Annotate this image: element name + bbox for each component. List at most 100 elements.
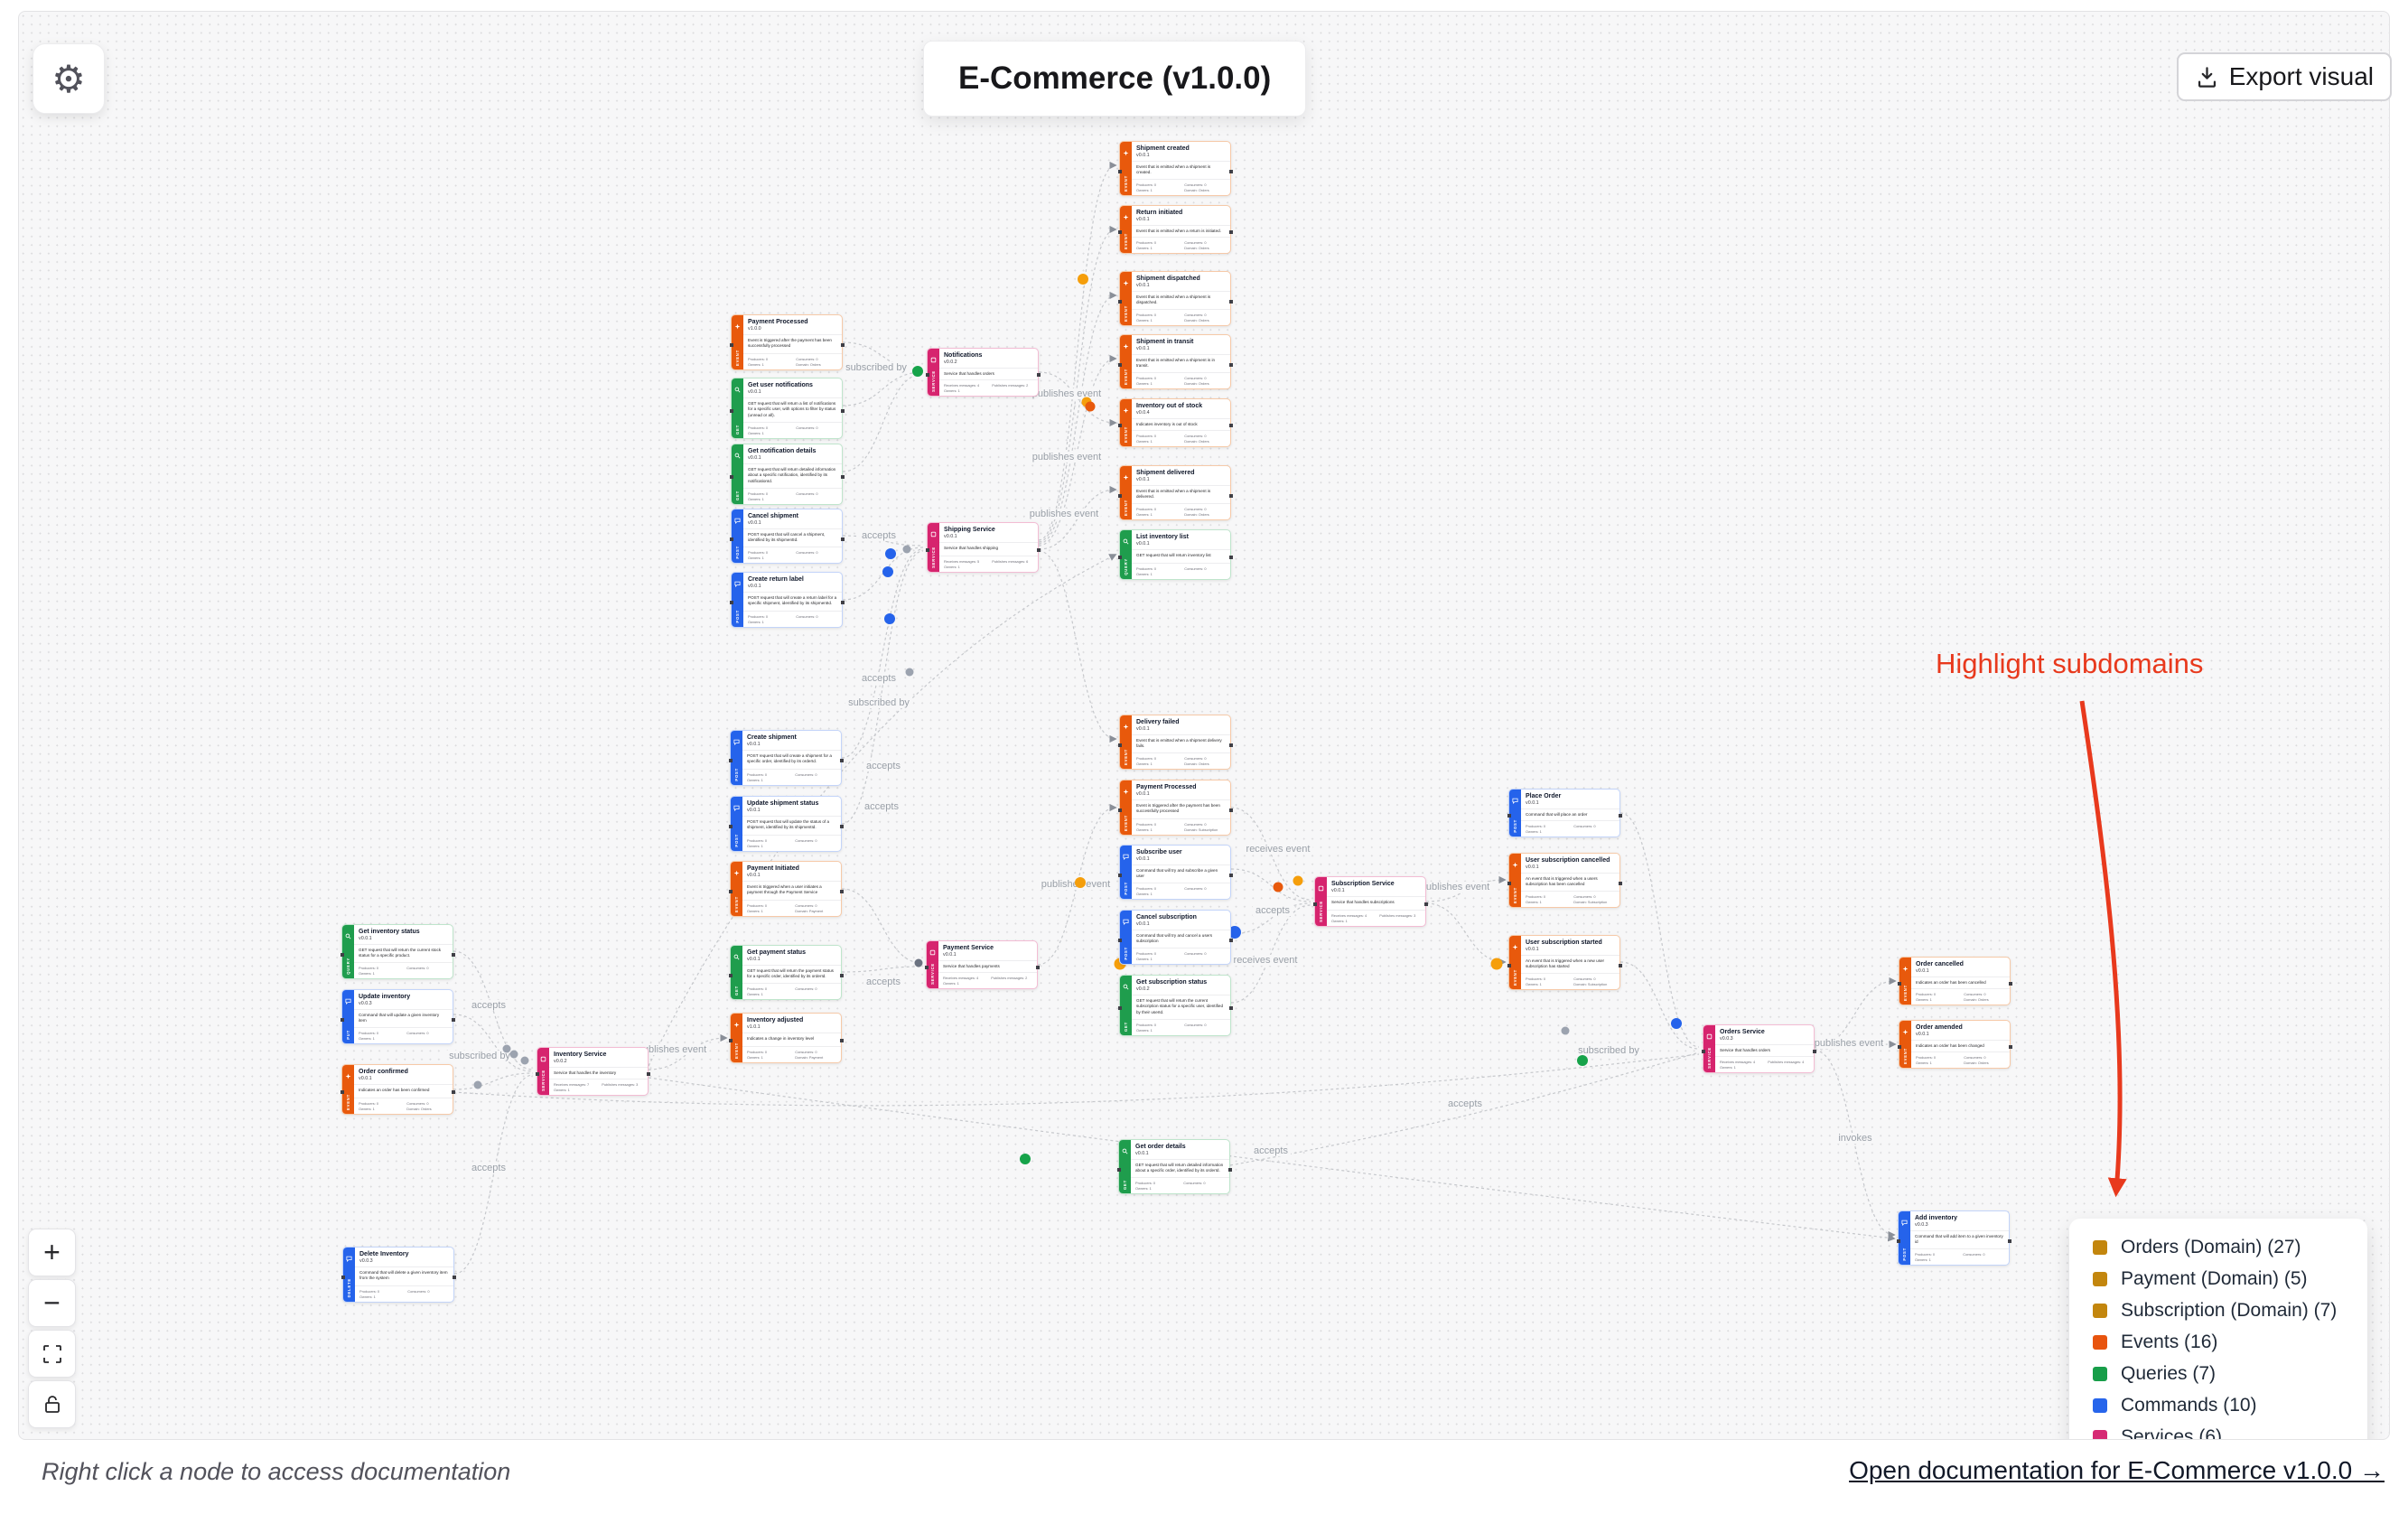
legend-swatch	[2093, 1334, 2107, 1350]
node-type-sidebar: SERVICE	[927, 941, 938, 989]
node-meta-item: Producers: 0	[1136, 375, 1157, 380]
node-meta: Producers: 0 Consumers: 0 Owners: 1	[743, 489, 842, 504]
node-meta-item: Owners: 1	[359, 1035, 375, 1041]
node-type-label: SERVICE	[1319, 900, 1323, 922]
sparkle-icon	[1123, 469, 1129, 485]
node-shipment-in-transit[interactable]: EVENT Shipment in transit v0.0.1 Event that…	[1117, 334, 1233, 390]
node-subscription-service[interactable]: SERVICE Subscription Service v0.0.1 Service…	[1312, 876, 1428, 927]
node-cancel-subscription[interactable]: POST Cancel subscription v0.0.1 Command tha…	[1117, 910, 1233, 966]
node-update-shipment-status[interactable]: POST Update shipment status v0.0.1 POST req…	[728, 796, 844, 852]
node-order-amended[interactable]: EVENT Order amended v0.0.1 Indicates an ord…	[1897, 1020, 2012, 1070]
legend-label: Orders (Domain) (27)	[2121, 1236, 2301, 1257]
flow-dot	[912, 366, 923, 377]
node-get-subscription-status[interactable]: GET Get subscription status v0.0.2 GET requ…	[1117, 975, 1233, 1037]
node-description: Service that handles payments	[938, 961, 1037, 974]
node-meta-item: Producers: 0	[1136, 182, 1157, 187]
node-delete-inventory[interactable]: DELETE Delete Inventory v0.0.3 Command that…	[341, 1247, 456, 1303]
node-meta-item: Publishes messages: 3	[602, 1081, 639, 1087]
node-meta-item: Producers: 0	[747, 837, 768, 843]
node-order-cancelled[interactable]: EVENT Order cancelled v0.0.1 Indicates an o…	[1897, 957, 2012, 1006]
node-inventory-service[interactable]: SERVICE Inventory Service v0.0.2 Service th…	[535, 1047, 650, 1097]
node-meta-item: Owners: 1	[747, 843, 763, 848]
node-description: An event that is triggered when a new us…	[1521, 956, 1619, 975]
node-payment-processed-orders[interactable]: EVENT Payment Processed v1.0.0 Event is tri…	[729, 314, 845, 370]
node-description: POST request that will create a shipment…	[742, 751, 841, 770]
node-type-label: POST	[735, 609, 740, 623]
node-inventory-out-of-stock[interactable]: EVENT Inventory out of stock v0.0.4 Indicat…	[1117, 398, 1233, 448]
node-order-confirmed[interactable]: EVENT Order confirmed v0.0.1 Indicates an o…	[340, 1064, 455, 1115]
node-user-subscription-cancelled[interactable]: EVENT User subscription cancelled v0.0.1 An…	[1507, 853, 1622, 909]
graph-edge	[1038, 291, 1117, 545]
node-notifications-service[interactable]: SERVICE Notifications v0.0.2 Service that h…	[925, 348, 1041, 397]
node-place-order[interactable]: POST Place Order v0.0.1 Command that will p…	[1507, 789, 1622, 838]
export-visual-label: Export visual	[2228, 62, 2374, 90]
node-type-label: EVENT	[1513, 886, 1517, 903]
export-visual-button[interactable]: Export visual	[2176, 52, 2392, 101]
node-meta-item: Domain: Subscription	[1184, 827, 1218, 832]
node-payment-service[interactable]: SERVICE Payment Service v0.0.1 Service that…	[924, 940, 1040, 990]
node-get-inventory-status[interactable]: QUERY Get inventory status v0.0.1 GET reque…	[340, 924, 455, 980]
node-type-sidebar: EVENT	[1120, 780, 1132, 835]
lock-interactivity-button[interactable]	[28, 1380, 76, 1428]
node-delivery-failed[interactable]: EVENT Delivery failed v0.0.1 Event that is …	[1117, 715, 1233, 771]
graph-canvas[interactable]: Highlight subdomains Orders (Domain) (27…	[18, 11, 2390, 1440]
node-meta-item: Producers: 0	[1136, 565, 1157, 571]
node-meta-item: Owners: 1	[1136, 380, 1153, 386]
node-meta: Producers: 0 Consumers: 0 Owners: 1	[355, 1286, 453, 1302]
node-meta-item: Owners: 1	[1136, 1027, 1153, 1033]
legend-swatch	[2093, 1239, 2107, 1255]
node-subscribe-user[interactable]: POST Subscribe user v0.0.1 Command that wil…	[1117, 845, 1233, 901]
node-add-inventory[interactable]: POST Add inventory v0.0.3 Command that will…	[1896, 1210, 2011, 1266]
node-type-label: GET	[735, 424, 740, 435]
node-body: Inventory out of stock v0.0.4 Indicates in…	[1132, 399, 1230, 446]
node-create-shipment[interactable]: POST Create shipment v0.0.1 POST request th…	[728, 730, 844, 786]
fit-view-button[interactable]	[28, 1330, 76, 1378]
node-shipment-created[interactable]: EVENT Shipment created v0.0.1 Event that is…	[1117, 141, 1233, 197]
graph-edge	[1425, 875, 1507, 902]
node-type-sidebar: QUERY	[342, 925, 354, 979]
node-meta-item: Consumers: 0	[1573, 976, 1596, 981]
node-list-inventory-list[interactable]: QUERY List inventory list v0.0.1 GET reques…	[1117, 529, 1233, 580]
legend-label: Payment (Domain) (5)	[2121, 1267, 2308, 1289]
flow-dot	[509, 1050, 518, 1059]
node-payment-processed-subscription[interactable]: EVENT Payment Processed v0.0.1 Event is tri…	[1117, 780, 1233, 836]
legend-item: Commands (10)	[2069, 1389, 2367, 1421]
node-get-notification-details[interactable]: GET Get notification details v0.0.1 GET req…	[729, 444, 845, 506]
sparkle-icon	[733, 1016, 740, 1033]
node-meta-item: Domain: Payment	[795, 908, 824, 913]
node-return-initiated[interactable]: EVENT Return initiated v0.0.1 Event that is…	[1117, 205, 1233, 255]
plus-icon: +	[43, 1236, 61, 1268]
node-inventory-adjusted[interactable]: EVENT Inventory adjusted v1.0.1 Indicates a…	[728, 1013, 844, 1063]
node-meta-item: Consumers: 0	[407, 1288, 430, 1294]
open-documentation-link[interactable]: Open documentation for E-Commerce v1.0.0…	[1849, 1456, 2385, 1484]
node-user-subscription-started[interactable]: EVENT User subscription started v0.0.1 An e…	[1507, 935, 1622, 991]
edge-label: subscribed by	[843, 362, 910, 373]
node-version: v0.0.1	[939, 533, 1038, 543]
node-create-return-label[interactable]: POST Create return label v0.0.1 POST reques…	[729, 572, 845, 628]
node-meta-item: Owners: 1	[1526, 899, 1542, 904]
node-version: v0.0.1	[743, 388, 842, 398]
node-type-sidebar: QUERY	[1120, 530, 1132, 579]
node-meta-item: Consumers: 0	[1184, 506, 1207, 511]
node-title: Subscribe user	[1136, 848, 1182, 855]
node-type-label: POST	[1124, 882, 1128, 895]
node-orders-service[interactable]: SERVICE Orders Service v0.0.3 Service that …	[1701, 1024, 1816, 1074]
chat-icon	[733, 734, 740, 750]
zoom-in-button[interactable]: +	[28, 1229, 76, 1276]
node-shipment-dispatched[interactable]: EVENT Shipment dispatched v0.0.1 Event that…	[1117, 271, 1233, 327]
zoom-out-button[interactable]: −	[28, 1279, 76, 1327]
node-update-inventory[interactable]: PUT Update inventory v0.0.3 Command that wi…	[340, 989, 455, 1045]
node-meta-item: Consumers: 0	[795, 771, 817, 777]
node-type-sidebar: EVENT	[1120, 715, 1132, 770]
node-shipment-delivered[interactable]: EVENT Shipment delivered v0.0.1 Event that …	[1117, 465, 1233, 521]
node-payment-initiated[interactable]: EVENT Payment Initiated v0.0.1 Event is tri…	[728, 861, 844, 917]
node-get-order-details[interactable]: GET Get order details v0.0.1 GET request th…	[1116, 1139, 1232, 1195]
node-cancel-shipment[interactable]: POST Cancel shipment v0.0.1 POST request th…	[729, 509, 845, 565]
node-version: v0.0.2	[1132, 986, 1230, 995]
node-body: Shipment dispatched v0.0.1 Event that is e…	[1132, 272, 1230, 325]
node-get-payment-status[interactable]: GET Get payment status v0.0.1 GET request t…	[728, 945, 844, 1001]
node-shipping-service[interactable]: SERVICE Shipping Service v0.0.1 Service tha…	[925, 522, 1041, 573]
fit-view-icon	[42, 1344, 61, 1363]
node-get-user-notifications[interactable]: GET Get user notifications v0.0.1 GET reque…	[729, 378, 845, 440]
settings-button[interactable]: ⚙	[33, 43, 105, 114]
